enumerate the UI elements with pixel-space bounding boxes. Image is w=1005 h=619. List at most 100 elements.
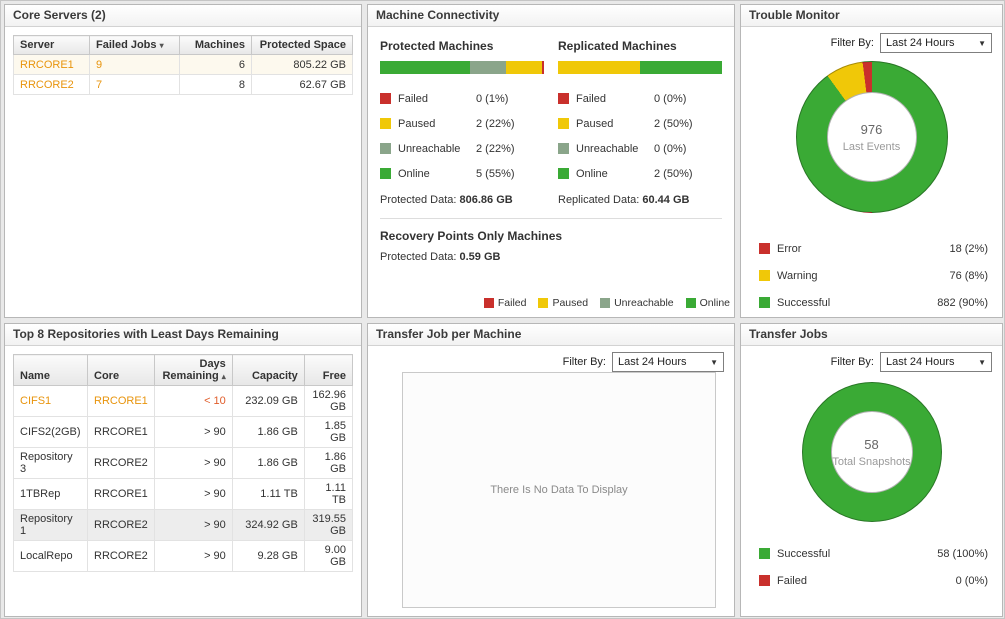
snapshots-donut-chart: 58 Total Snapshots (801, 382, 942, 522)
core-link[interactable]: RRCORE1 (94, 395, 148, 407)
free-value: 1.85 GB (303, 416, 354, 448)
column-header-server[interactable]: Server (13, 35, 90, 55)
column-header-machines[interactable]: Machines (179, 35, 252, 55)
paused-swatch (380, 118, 391, 129)
core-servers-table: Server Failed Jobs ▾ Machines Protected … (13, 35, 353, 95)
free-value: 1.86 GB (303, 447, 354, 479)
failed-jobs-value[interactable]: 9 (96, 58, 103, 71)
column-header-core[interactable]: Core (87, 354, 155, 386)
capacity-value: 324.92 GB (231, 509, 305, 541)
panel-title: Trouble Monitor (741, 5, 1002, 27)
column-header-name[interactable]: Name (13, 354, 88, 386)
unreachable-swatch (380, 143, 391, 154)
panel-title: Core Servers (2) (5, 5, 361, 27)
successful-swatch (759, 297, 770, 308)
protected-space-value: 805.22 GB (251, 54, 353, 75)
panel-core-servers: Core Servers (2) Server Failed Jobs ▾ Ma… (4, 4, 362, 318)
replicated-machines-bar (558, 61, 722, 74)
days-remaining-value: > 90 (153, 416, 233, 448)
protected-machines-bar (380, 61, 544, 74)
core-name: RRCORE2 (87, 447, 155, 479)
time-range-dropdown[interactable]: Last 24 Hours ▼ (880, 352, 992, 372)
filter-by-label: Filter By: (562, 356, 606, 368)
paused-swatch (538, 298, 549, 308)
repository-name: CIFS2(2GB) (13, 416, 88, 448)
no-data-message: There Is No Data To Display (402, 372, 716, 608)
events-count: 976 (860, 121, 883, 137)
successful-swatch (759, 548, 770, 559)
capacity-value: 232.09 GB (231, 385, 305, 417)
panel-title: Top 8 Repositories with Least Days Remai… (5, 324, 361, 346)
table-row[interactable]: LocalRepo RRCORE2 > 90 9.28 GB 9.00 GB (13, 540, 354, 572)
column-header-protected-space[interactable]: Protected Space (251, 35, 353, 55)
snapshots-label: Total Snapshots (832, 455, 911, 468)
events-label: Last Events (842, 140, 901, 153)
server-link[interactable]: RRCORE1 (20, 58, 74, 71)
events-donut-chart: 976 Last Events (795, 61, 948, 213)
capacity-value: 1.86 GB (231, 416, 305, 448)
legend-item: Warning 76 (8%) (759, 262, 988, 289)
failed-jobs-value[interactable]: 7 (96, 78, 103, 91)
legend-item: Error 18 (2%) (759, 235, 988, 262)
legend-item: Successful 58 (100%) (759, 540, 988, 567)
panel-transfer-jobs: Transfer Jobs Filter By: Last 24 Hours ▼ … (740, 323, 1003, 617)
legend-item: Paused 2 (50%) (558, 111, 722, 136)
repository-name: Repository 1 (13, 509, 88, 541)
capacity-value: 9.28 GB (231, 540, 305, 572)
failed-swatch (483, 298, 494, 308)
failed-swatch (380, 93, 391, 104)
free-value: 9.00 GB (303, 540, 354, 572)
repository-link[interactable]: CIFS1 (20, 395, 52, 407)
sort-descending-icon: ▾ (159, 41, 164, 50)
days-remaining-value: > 90 (153, 447, 233, 479)
days-remaining-value: < 10 (153, 385, 233, 417)
unreachable-swatch (558, 143, 569, 154)
chevron-down-icon: ▼ (978, 357, 986, 367)
free-value: 162.96 GB (303, 385, 354, 417)
table-row[interactable]: Repository 1 RRCORE2 > 90 324.92 GB 319.… (13, 509, 354, 541)
column-header-free[interactable]: Free (303, 354, 354, 386)
paused-swatch (558, 118, 569, 129)
protected-space-value: 62.67 GB (251, 74, 353, 95)
section-heading: Protected Machines (380, 39, 494, 53)
recovery-points-data-total: Protected Data: 0.59 GB (380, 251, 501, 263)
column-header-capacity[interactable]: Capacity (231, 354, 305, 386)
panel-title: Transfer Job per Machine (368, 324, 734, 346)
column-header-failed-jobs[interactable]: Failed Jobs ▾ (89, 35, 180, 55)
table-row[interactable]: 1TBRep RRCORE1 > 90 1.11 TB 1.11 TB (13, 478, 354, 510)
table-row[interactable]: RRCORE2 7 8 62.67 GB (13, 74, 353, 95)
server-link[interactable]: RRCORE2 (20, 78, 74, 91)
section-heading: Replicated Machines (558, 39, 677, 53)
free-value: 1.11 TB (303, 478, 354, 510)
time-range-dropdown[interactable]: Last 24 Hours ▼ (880, 33, 992, 53)
section-heading: Recovery Points Only Machines (380, 229, 563, 243)
online-swatch (558, 168, 569, 179)
days-remaining-value: > 90 (153, 540, 233, 572)
sort-ascending-icon: ▴ (221, 372, 226, 381)
legend-item: Paused 2 (22%) (380, 111, 544, 136)
legend-item: Failed 0 (0%) (759, 567, 988, 594)
legend-item: Unreachable (600, 297, 674, 309)
free-value: 319.55 GB (303, 509, 354, 541)
legend-item: Online 5 (55%) (380, 161, 544, 186)
core-name: RRCORE1 (87, 478, 155, 510)
chevron-down-icon: ▼ (978, 38, 986, 48)
legend-item: Online 2 (50%) (558, 161, 722, 186)
table-row[interactable]: Repository 3 RRCORE2 > 90 1.86 GB 1.86 G… (13, 447, 354, 479)
core-name: RRCORE2 (87, 509, 155, 541)
legend-item: Failed 0 (1%) (380, 86, 544, 111)
table-row[interactable]: CIFS2(2GB) RRCORE1 > 90 1.86 GB 1.85 GB (13, 416, 354, 448)
time-range-dropdown[interactable]: Last 24 Hours ▼ (612, 352, 724, 372)
warning-swatch (759, 270, 770, 281)
protected-data-total: Protected Data: 806.86 GB (380, 194, 513, 206)
table-row[interactable]: CIFS1 RRCORE1 < 10 232.09 GB 162.96 GB (13, 385, 354, 417)
panel-transfer-job-per-machine: Transfer Job per Machine Filter By: Last… (367, 323, 735, 617)
online-swatch (685, 298, 696, 308)
panel-repositories: Top 8 Repositories with Least Days Remai… (4, 323, 362, 617)
table-row[interactable]: RRCORE1 9 6 805.22 GB (13, 54, 353, 75)
legend-item: Online (685, 297, 730, 309)
column-header-days-remaining[interactable]: Days Remaining ▴ (153, 354, 233, 386)
repository-name: LocalRepo (13, 540, 88, 572)
failed-swatch (759, 575, 770, 586)
